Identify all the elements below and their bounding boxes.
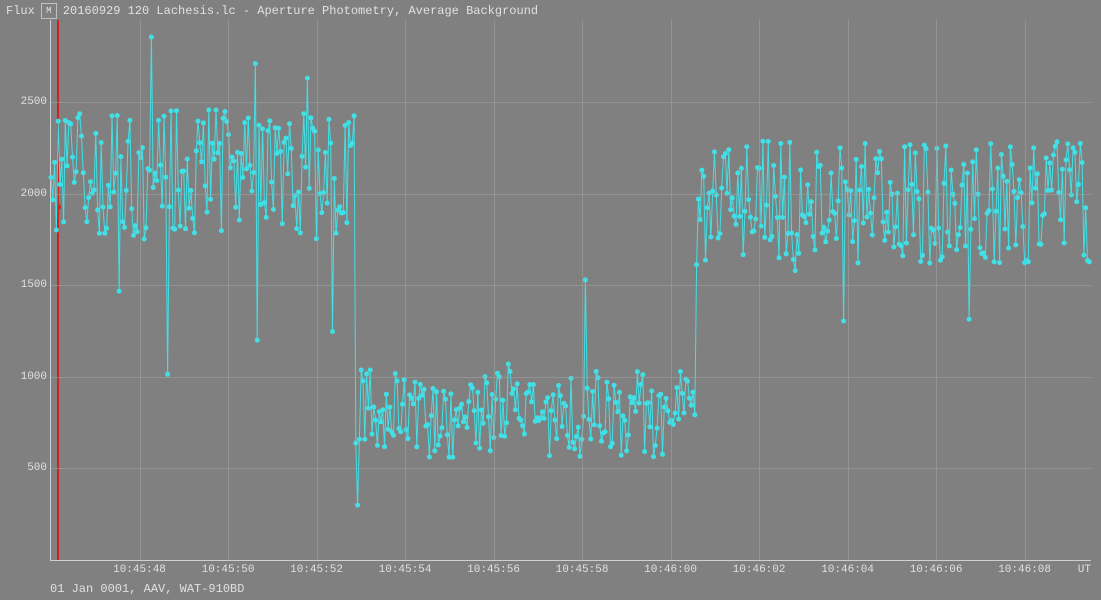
gridline-v: [494, 20, 495, 560]
gridline-h: [51, 194, 1091, 195]
x-tick-label: 10:45:48: [113, 560, 166, 576]
x-tick-label: 10:45:58: [556, 560, 609, 576]
chart-title: 20160929 120 Lachesis.lc - Aperture Phot…: [63, 4, 538, 18]
x-tick-label: 10:45:54: [379, 560, 432, 576]
y-tick-label: 2500: [21, 96, 51, 108]
gridline-h: [51, 468, 1091, 469]
x-tick-label: 10:46:00: [644, 560, 697, 576]
x-tick-label: 10:46:04: [821, 560, 874, 576]
y-tick-label: 1500: [21, 279, 51, 291]
file-icon: M: [41, 3, 57, 19]
gridline-v: [582, 20, 583, 560]
gridline-h: [51, 102, 1091, 103]
plot-area[interactable]: UT 500100015002000250010:45:4810:45:5010…: [50, 20, 1091, 561]
gridline-v: [1025, 20, 1026, 560]
y-axis-label: Flux: [6, 4, 35, 18]
gridline-h: [51, 377, 1091, 378]
y-tick-label: 1000: [21, 371, 51, 383]
y-tick-label: 2000: [21, 188, 51, 200]
gridline-v: [936, 20, 937, 560]
x-axis-unit: UT: [1078, 560, 1091, 576]
x-tick-label: 10:46:08: [998, 560, 1051, 576]
gridline-v: [848, 20, 849, 560]
status-bar: 01 Jan 0001, AAV, WAT-910BD: [50, 582, 244, 596]
flux-series: [51, 20, 1091, 560]
x-tick-label: 10:45:50: [202, 560, 255, 576]
gridline-v: [759, 20, 760, 560]
gridline-v: [228, 20, 229, 560]
gridline-v: [671, 20, 672, 560]
x-tick-label: 10:45:56: [467, 560, 520, 576]
x-tick-label: 10:46:02: [733, 560, 786, 576]
gridline-v: [317, 20, 318, 560]
gridline-h: [51, 285, 1091, 286]
y-tick-label: 500: [27, 462, 51, 474]
gridline-v: [405, 20, 406, 560]
gridline-v: [140, 20, 141, 560]
x-tick-label: 10:46:06: [910, 560, 963, 576]
x-tick-label: 10:45:52: [290, 560, 343, 576]
